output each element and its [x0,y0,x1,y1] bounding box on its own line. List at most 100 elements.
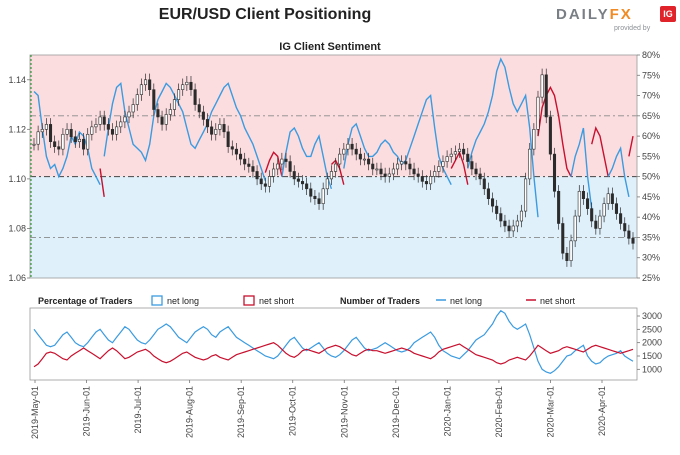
candle-body [482,178,486,190]
pct-tick-label: 75% [642,70,660,80]
candle-body [172,99,176,110]
sentiment-line-long [343,94,452,186]
sentiment-subtitle: IG Client Sentiment [279,41,381,53]
candle-body [234,148,238,155]
ig-badge-icon: IG [660,6,676,22]
candle-body [40,129,44,133]
candle-body [82,138,86,150]
candle-body [214,129,218,135]
legend-pct-heading: Percentage of Traders [38,296,133,306]
pct-tick-label: 45% [642,192,660,202]
candle-body [123,116,127,123]
chart-title: EUR/USD Client Positioning [158,6,372,23]
logo-provided-by: provided by [614,25,651,32]
logo-word-left: DAILY [556,6,610,23]
candle-body [272,168,276,177]
candle-body [379,168,383,175]
candle-body [445,156,449,162]
pct-tick-label: 40% [642,212,660,222]
candle-body [334,163,338,172]
candle-body [375,168,379,171]
candle-body [69,129,73,138]
candle-body [362,158,367,161]
candle-body [433,171,437,177]
candle-body [383,173,387,177]
pct-tick-label: 25% [642,273,660,283]
candle-body [259,178,263,185]
candle-body [284,158,288,162]
pct-tick-label: 35% [642,232,660,242]
candle-body [251,166,255,172]
candle-body [44,124,48,130]
count-tick-label: 3000 [642,311,662,321]
count-tick-label: 1500 [642,351,662,361]
bottom-panel: 1000 1500 2000 2500 3000 [29,307,662,381]
candle-body [424,181,428,185]
candle-body [193,89,197,105]
sentiment-line-short [264,151,283,177]
legend-pct-short: net short [259,296,295,306]
candle-body [296,178,300,182]
candle-body [53,141,57,147]
candle-body [594,220,598,229]
candle-body [263,183,267,187]
candle-body [185,81,189,86]
legend-pct-long: net long [167,296,199,306]
candle-body [313,195,317,200]
candle-body [429,176,433,185]
candle-body [371,163,375,170]
candle-body [218,124,222,130]
legend-num-long: net long [450,296,482,306]
candle-body [115,126,119,135]
candle-body [346,143,350,150]
sentiment-line-short [591,126,609,177]
candle-body [478,173,482,180]
candle-body [569,240,573,261]
candle-body [119,121,123,128]
candle-body [457,148,462,152]
sentiment-line-short [628,135,634,157]
candle-body [486,188,490,200]
candle-body [606,193,610,204]
candle-body [127,111,131,118]
candle-body [631,238,635,244]
date-tick-label: 2019-Oct-01 [288,386,298,436]
candle-body [317,198,321,204]
pct-tick-label: 65% [642,111,660,121]
date-tick-label: 2020-Apr-01 [597,386,607,436]
candle-body [400,161,404,165]
candle-body [581,190,585,200]
price-tick-label: 1.08 [8,223,26,233]
logo-word-right: FX [609,6,633,23]
candle-body [474,168,478,175]
candle-body [561,223,565,254]
candle-body [164,114,168,125]
candle-body [300,181,305,185]
candle-body [321,188,325,204]
candle-body [515,220,519,227]
count-line-long [33,309,634,374]
candle-body [367,158,371,165]
candle-body [144,79,148,86]
candle-body [288,161,292,172]
candle-body [90,126,94,135]
pct-tick-label: 70% [642,91,660,101]
top-frame [29,54,638,279]
candle-body [396,163,400,170]
candle-body [222,124,226,133]
candle-body [586,198,590,209]
candle-body [48,124,53,143]
candle-body [466,153,470,162]
pct-tick-label: 55% [642,151,660,161]
date-axis: 2019-May-01 2019-Jun-01 2019-Jul-01 2019-Au… [30,380,607,439]
date-tick-label: 2019-Jun-01 [82,386,92,437]
candle-body [148,79,152,90]
candle-body [387,173,391,177]
legend-num-short: net short [540,296,576,306]
sentiment-line-short [99,168,105,198]
candle-body [499,213,503,222]
pct-tick-label: 50% [642,172,660,182]
candle-body [470,161,474,170]
candle-body [511,225,515,232]
